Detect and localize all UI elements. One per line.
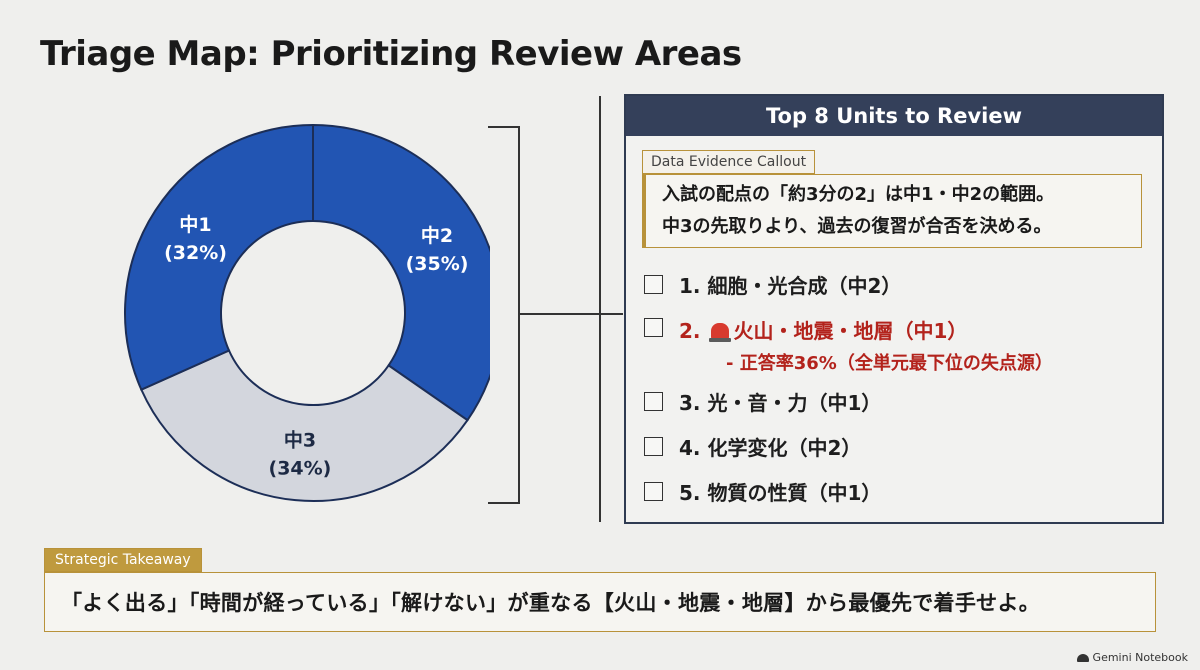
unit-label: 5. 物質の性質（中1） <box>679 480 882 505</box>
unit-title: 火山・地震・地層（中1） <box>733 319 968 343</box>
evidence-callout: Data Evidence Callout 入試の配点の「約3分の2」は中1・中… <box>642 150 1146 252</box>
donut-slice <box>124 123 314 391</box>
evidence-body: 入試の配点の「約3分の2」は中1・中2の範囲。 中3の先取りより、過去の復習が合… <box>642 174 1142 248</box>
checkbox[interactable] <box>644 391 663 411</box>
panel-header: Top 8 Units to Review <box>626 96 1162 136</box>
checkbox[interactable] <box>644 318 663 337</box>
checkbox[interactable] <box>644 436 663 456</box>
evidence-line: 中3の先取りより、過去の復習が合否を決める。 <box>662 216 1052 237</box>
slice-label: 中3 <box>284 428 316 451</box>
evidence-line: 入試の配点の「約3分の2」は中1・中2の範囲。 <box>662 184 1055 205</box>
slice-label: 中2 <box>421 224 453 247</box>
donut-slice <box>312 123 490 422</box>
donut-slice <box>140 349 469 502</box>
review-panel: Top 8 Units to Review Data Evidence Call… <box>624 94 1164 524</box>
takeaway-tag: Strategic Takeaway <box>44 548 202 572</box>
siren-icon <box>709 323 732 342</box>
checkbox[interactable] <box>644 481 663 501</box>
slice-percent-label: (35%) <box>406 253 469 275</box>
unit-label: 4. 化学変化（中2） <box>679 435 862 460</box>
strategic-takeaway: Strategic Takeaway 「よく出る」「時間が経っている」「解けない… <box>44 548 1156 632</box>
unit-list: 1. 細胞・光合成（中2） 2. 火山・地震・地層（中1） - 正答率36%（全… <box>644 264 1154 516</box>
unit-item: 3. 光・音・力（中1） <box>644 381 1154 421</box>
connector-line <box>520 313 623 315</box>
slice-percent-label: (34%) <box>269 457 332 479</box>
bracket <box>488 126 520 504</box>
unit-label: 2. 火山・地震・地層（中1） <box>679 315 967 344</box>
brand-label: Gemini Notebook <box>1092 651 1188 664</box>
donut-chart: 中2 (35%) 中3 (34%) 中1 (32%) <box>124 123 490 502</box>
vertical-divider <box>599 96 601 522</box>
slice-percent-label: (32%) <box>164 242 227 264</box>
unit-item-priority: 2. 火山・地震・地層（中1） - 正答率36%（全単元最下位の失点源） <box>644 309 1154 381</box>
brand-mark: Gemini Notebook <box>1076 651 1188 664</box>
unit-item: 1. 細胞・光合成（中2） <box>644 264 1154 304</box>
unit-item: 4. 化学変化（中2） <box>644 426 1154 466</box>
evidence-tag: Data Evidence Callout <box>642 150 816 174</box>
takeaway-text: 「よく出る」「時間が経っている」「解けない」が重なる【火山・地震・地層】から最優… <box>44 572 1156 632</box>
checkbox[interactable] <box>644 274 663 294</box>
unit-item: 5. 物質の性質（中1） <box>644 471 1154 511</box>
unit-note: - 正答率36%（全単元最下位の失点源） <box>726 353 1053 374</box>
unit-number: 2. <box>679 319 701 343</box>
slice-label: 中1 <box>179 213 211 236</box>
page-title: Triage Map: Prioritizing Review Areas <box>40 34 742 74</box>
unit-label: 3. 光・音・力（中1） <box>679 390 882 415</box>
gemini-logo-icon <box>1076 653 1089 662</box>
unit-label: 1. 細胞・光合成（中2） <box>679 273 902 298</box>
